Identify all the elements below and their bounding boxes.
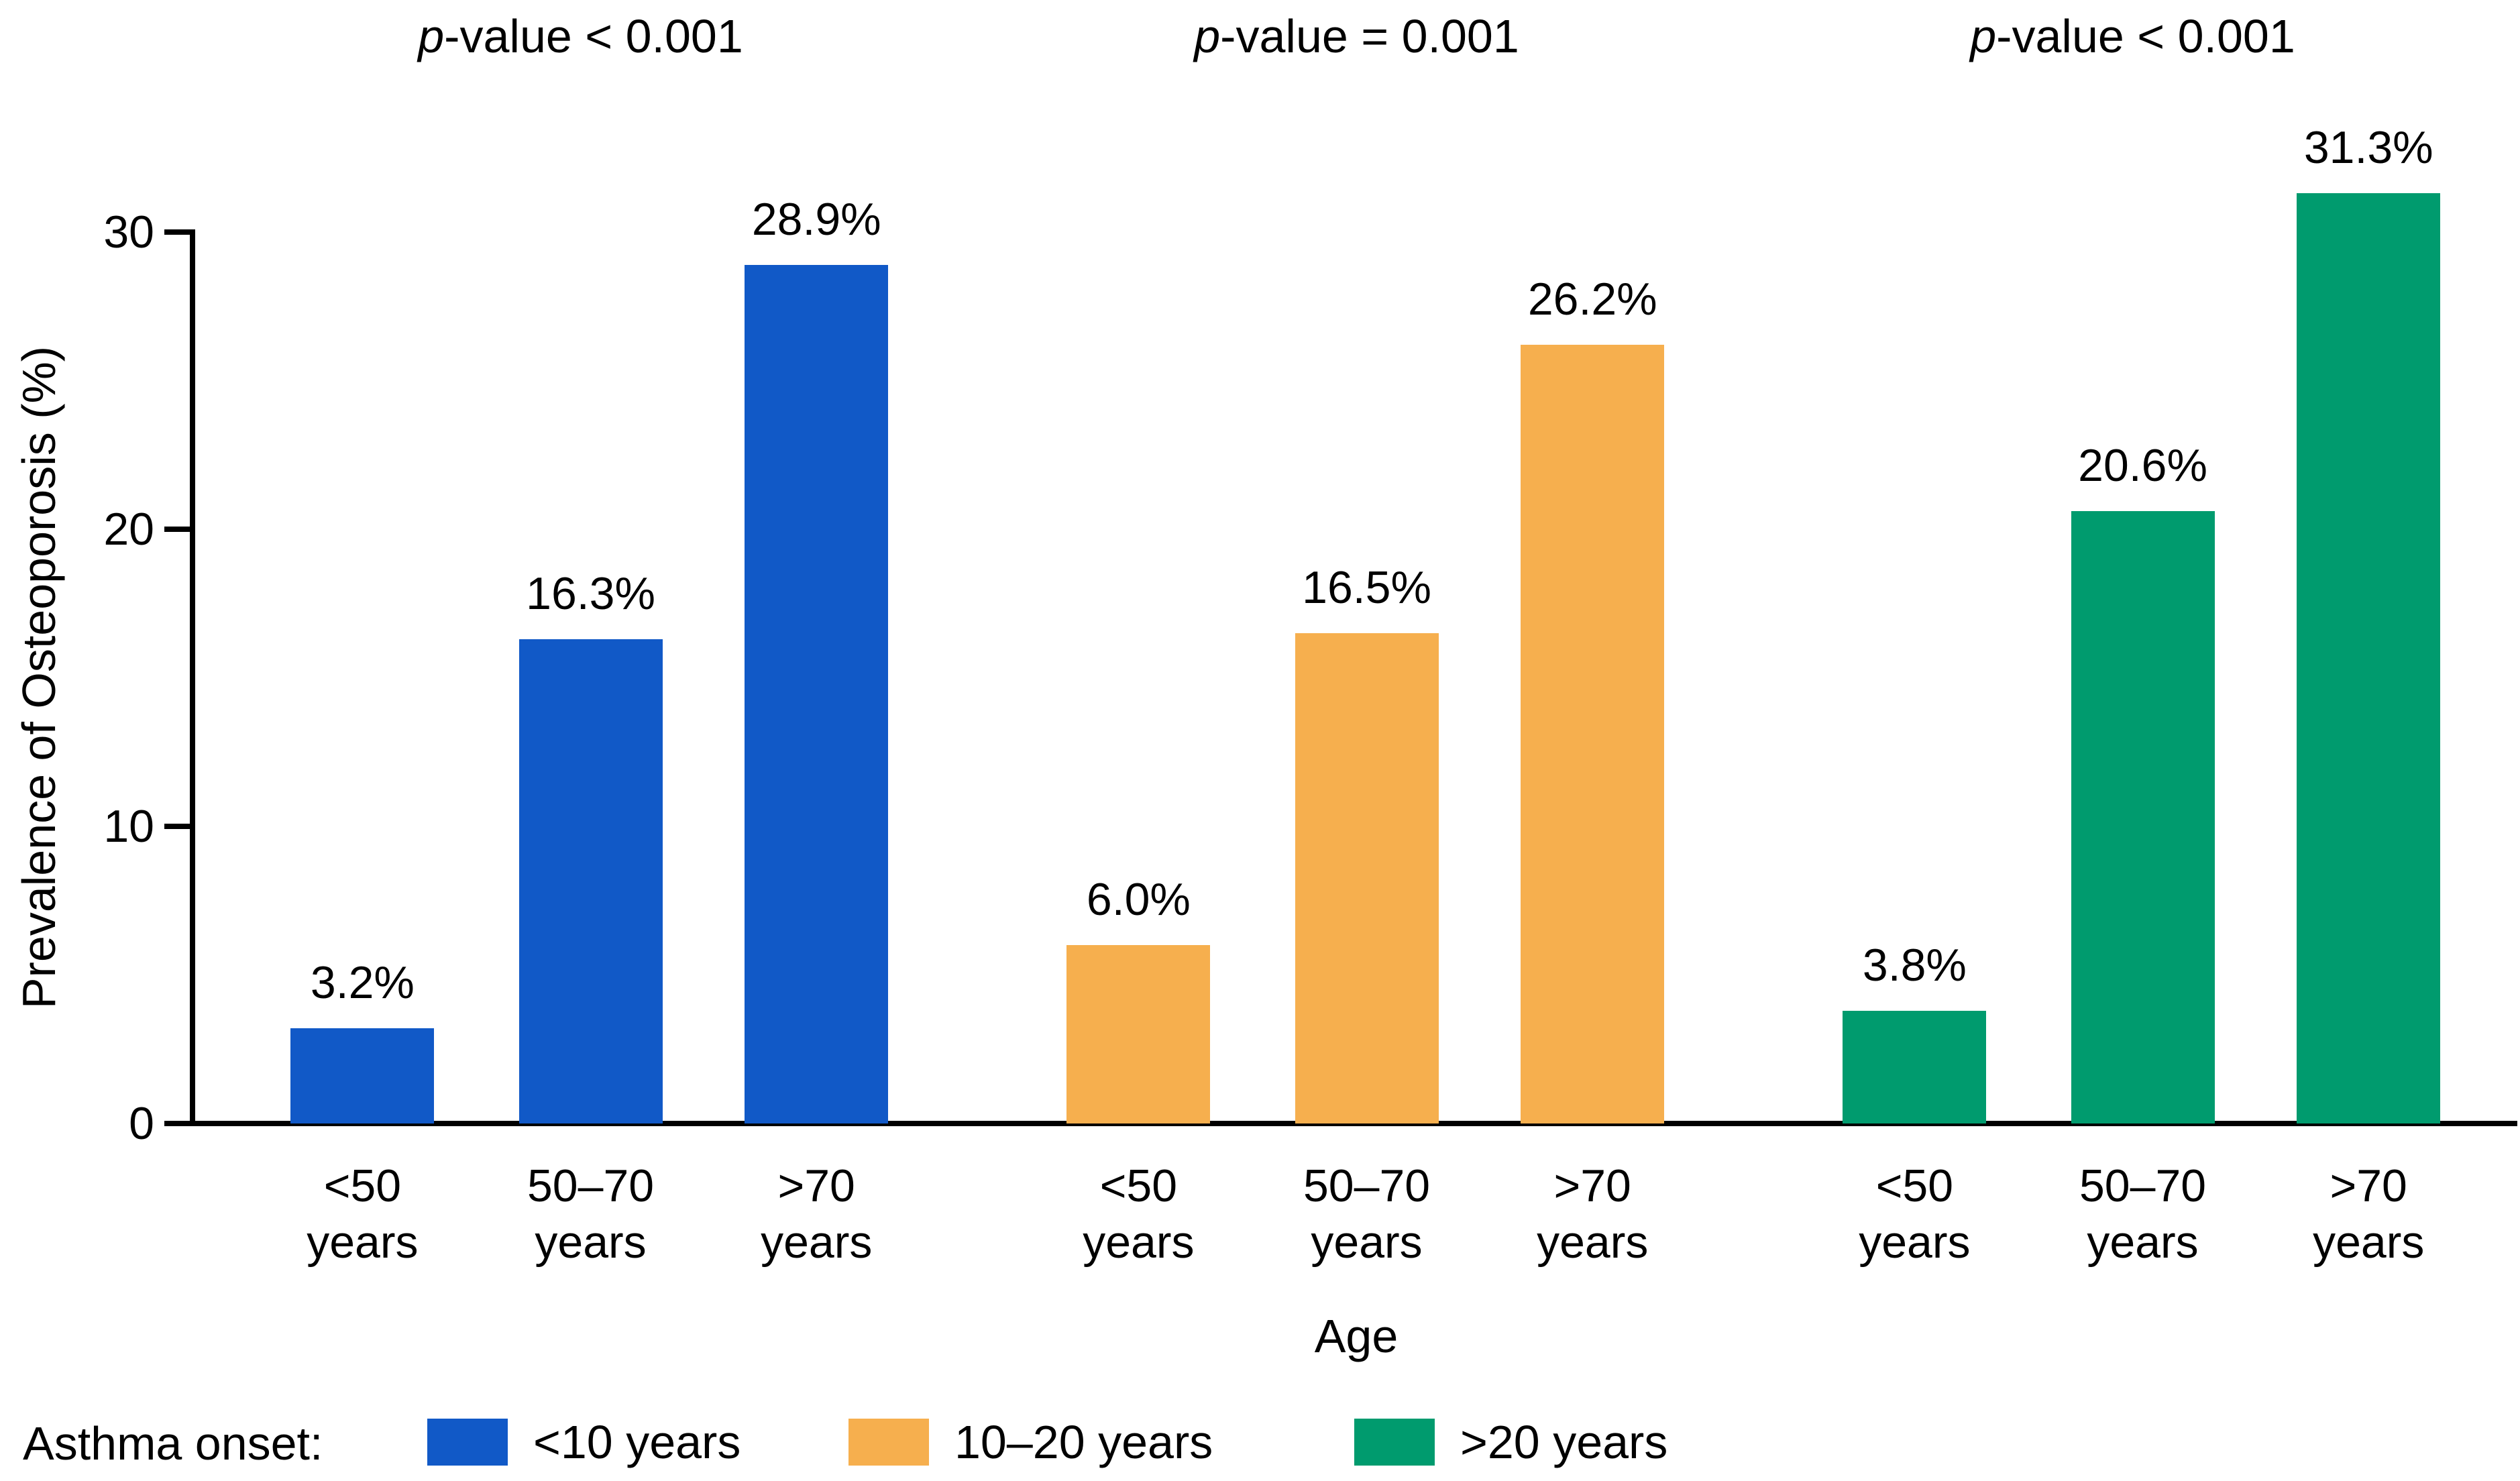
x-tick-label: >70 years — [1537, 1160, 1649, 1268]
y-tick-mark — [164, 1121, 193, 1126]
bar-value-label: 3.2% — [310, 957, 415, 1009]
y-tick-label: 20 — [103, 504, 154, 555]
legend-item-lt10: <10 years — [427, 1415, 741, 1469]
x-tick-label: <50 years — [307, 1160, 419, 1268]
bar — [2297, 193, 2441, 1123]
x-axis-title: Age — [1314, 1310, 1399, 1362]
legend-swatch-blue — [427, 1419, 508, 1466]
bar — [745, 264, 889, 1123]
p-italic: p — [1194, 10, 1221, 62]
y-tick-mark — [164, 527, 193, 532]
bar-value-label: 3.8% — [1862, 939, 1967, 991]
bar-value-label: 20.6% — [2078, 440, 2207, 492]
panel-title-3: p-value < 0.001 — [1745, 9, 2520, 63]
bar — [290, 1028, 435, 1123]
y-tick-label: 0 — [129, 1098, 154, 1149]
x-axis-line — [190, 1121, 2517, 1126]
bar-value-label: 16.3% — [526, 567, 655, 619]
panel-title-2: p-value = 0.001 — [969, 9, 1745, 63]
bar-value-label: 26.2% — [1527, 274, 1657, 325]
x-tick-label: >70 years — [761, 1160, 873, 1268]
x-tick-label: 50–70 years — [1303, 1160, 1431, 1268]
x-tick-label: <50 years — [1859, 1160, 1971, 1268]
legend-item-10-20: 10–20 years — [848, 1415, 1213, 1469]
y-tick-label: 30 — [103, 207, 154, 258]
panel-title-1: p-value < 0.001 — [193, 9, 969, 63]
legend-label: 10–20 years — [954, 1416, 1213, 1468]
y-axis-title: Prevalence of Osteoporosis (%) — [13, 345, 65, 1009]
x-tick-label: <50 years — [1083, 1160, 1195, 1268]
legend-item-gt20: >20 years — [1354, 1415, 1667, 1469]
legend-title: Asthma onset: — [23, 1417, 323, 1470]
y-tick-mark — [164, 824, 193, 829]
bar — [518, 639, 663, 1123]
p-italic: p — [418, 10, 445, 62]
legend-label: <10 years — [533, 1416, 741, 1468]
bar-value-label: 31.3% — [2303, 122, 2433, 174]
bar — [1521, 345, 1665, 1123]
x-tick-label: >70 years — [2313, 1160, 2425, 1268]
y-tick-mark — [164, 229, 193, 235]
p-rest: -value = 0.001 — [1220, 10, 1519, 62]
bar-value-label: 6.0% — [1086, 874, 1191, 926]
x-tick-label: 50–70 years — [2079, 1160, 2207, 1268]
x-tick-label: 50–70 years — [527, 1160, 655, 1268]
bar-value-label: 28.9% — [751, 193, 881, 245]
p-rest: -value < 0.001 — [444, 10, 743, 62]
bar — [1843, 1010, 1987, 1123]
p-rest: -value < 0.001 — [1996, 10, 2295, 62]
bar-value-label: 16.5% — [1302, 562, 1431, 614]
y-axis-line — [190, 229, 195, 1126]
legend-swatch-orange — [848, 1419, 929, 1466]
legend-swatch-green — [1354, 1419, 1435, 1466]
p-italic: p — [1970, 10, 1997, 62]
bar — [1066, 945, 1211, 1123]
legend-label: >20 years — [1460, 1416, 1668, 1468]
y-tick-label: 10 — [103, 801, 154, 852]
bar — [1295, 633, 1439, 1123]
bar — [2071, 511, 2215, 1123]
